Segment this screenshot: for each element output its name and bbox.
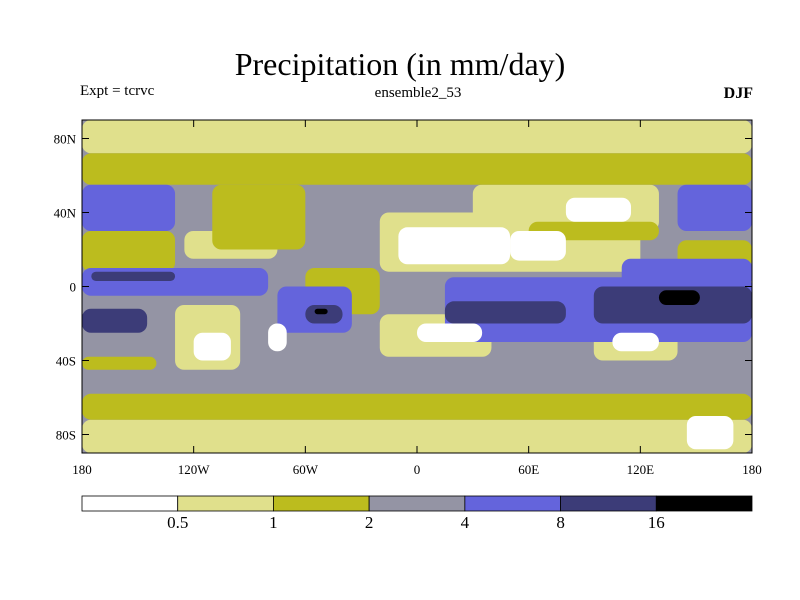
precip-region-bin0-4 — [193, 332, 231, 361]
colorbar-label-2: 2 — [365, 513, 374, 532]
colorbar-box-1 — [177, 495, 274, 512]
colorbar-label-4: 8 — [556, 513, 565, 532]
x-tick-label-5: 120E — [627, 462, 655, 477]
x-tick-label-0: 180 — [72, 462, 92, 477]
precip-region-bin2-3 — [212, 184, 306, 250]
precip-region-bin0-6 — [612, 332, 659, 352]
x-tick-label-1: 120W — [178, 462, 211, 477]
precip-region-bin6-0 — [658, 290, 700, 305]
precip-region-bin0-5 — [268, 323, 287, 352]
y-tick-label-4: 80S — [56, 428, 76, 443]
colorbar-box-2 — [273, 495, 370, 512]
colorbar-box-3 — [368, 495, 466, 512]
y-tick-label-3: 40S — [56, 354, 76, 369]
precip-region-bin0-7 — [686, 416, 734, 450]
x-tick-label-2: 60W — [293, 462, 319, 477]
precip-region-bin4-1 — [677, 184, 752, 231]
x-tick-label-6: 180 — [742, 462, 762, 477]
experiment-label: Expt = tcrvc — [80, 83, 155, 99]
precip-region-bin1-3 — [82, 120, 752, 154]
precip-region-bin0-1 — [510, 231, 566, 261]
ensemble-label: ensemble2_53 — [374, 85, 462, 101]
precip-region-bin2-0 — [82, 393, 752, 420]
colorbar-label-0: 0.5 — [167, 513, 188, 532]
precip-region-bin0-2 — [565, 197, 632, 222]
colorbar-box-4 — [464, 495, 561, 512]
x-tick-label-4: 60E — [518, 462, 539, 477]
precip-region-bin1-2 — [82, 419, 752, 453]
colorbar-box-5 — [560, 495, 657, 512]
y-tick-label-2: 0 — [70, 280, 77, 295]
colorbar-label-1: 1 — [269, 513, 278, 532]
precip-region-bin0-3 — [417, 323, 483, 342]
precip-region-bin2-2 — [82, 231, 176, 272]
precip-region-bin6-1 — [314, 308, 328, 315]
colorbar-label-3: 4 — [461, 513, 470, 532]
precip-region-bin0-0 — [398, 227, 511, 265]
precip-region-bin5-0 — [82, 308, 148, 333]
colorbar-box-6 — [655, 495, 753, 512]
precip-region-bin4-0 — [82, 184, 176, 231]
y-tick-label-1: 40N — [54, 206, 77, 221]
precip-region-bin2-1 — [82, 153, 752, 185]
season-label: DJF — [723, 85, 753, 102]
chart-title: Precipitation (in mm/day) — [234, 46, 566, 82]
precip-region-bin4-5 — [621, 258, 752, 287]
precip-region-bin2-7 — [82, 356, 157, 370]
colorbar-box-0 — [81, 495, 179, 512]
precip-region-bin5-2 — [444, 301, 566, 324]
colorbar-label-5: 16 — [648, 513, 665, 532]
x-tick-label-3: 0 — [414, 462, 421, 477]
precip-region-bin5-4 — [91, 271, 176, 281]
y-tick-label-0: 80N — [54, 132, 77, 147]
